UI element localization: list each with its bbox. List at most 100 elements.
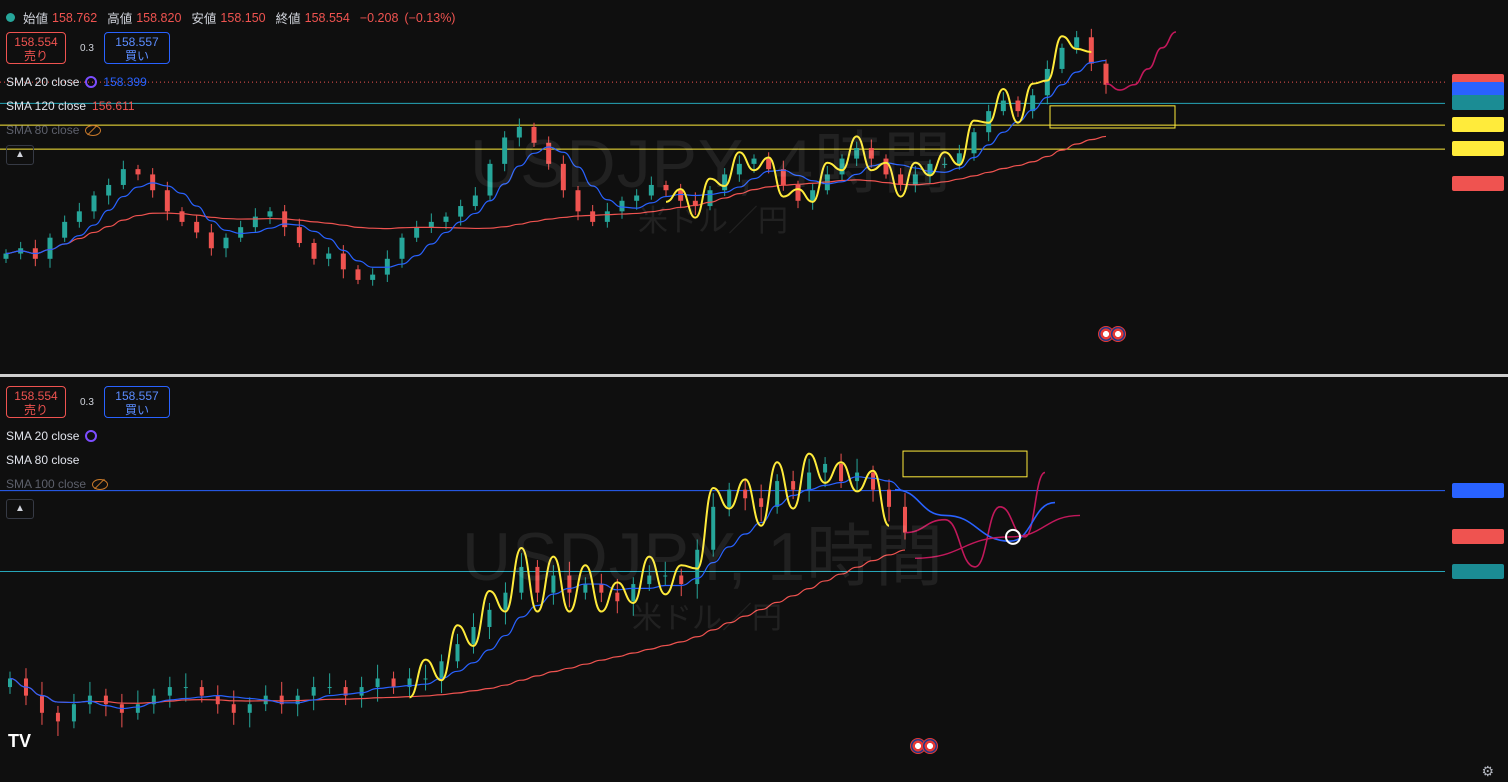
chevron-up-icon[interactable]: ▲: [6, 145, 34, 165]
indicator-sma120[interactable]: SMA 120 close 156.611: [6, 99, 135, 113]
wave-drawing[interactable]: [665, 35, 1092, 219]
low-value: 158.150: [220, 10, 266, 25]
candle: [183, 687, 188, 689]
chevron-up-icon[interactable]: ▲: [6, 499, 34, 519]
indicator-name: SMA 20 close: [6, 75, 80, 89]
candle: [807, 472, 812, 490]
spread-value: 0.3: [80, 397, 94, 408]
forecast-path-secondary[interactable]: [914, 514, 1081, 560]
forecast-path[interactable]: [1105, 31, 1177, 91]
buy-price: 158.557: [115, 35, 159, 49]
indicator-sma20[interactable]: SMA 20 close 158.399: [6, 75, 147, 89]
candle: [267, 211, 273, 217]
candle: [503, 592, 508, 610]
candle: [519, 566, 524, 593]
candle: [679, 575, 684, 585]
candle: [252, 216, 258, 228]
indicator-sma20[interactable]: SMA 20 close: [6, 429, 98, 443]
pane-divider[interactable]: [0, 374, 1508, 377]
candle: [62, 221, 68, 238]
sell-button[interactable]: 158.554 売り: [6, 32, 66, 64]
candle: [971, 132, 977, 154]
indicator-value: 158.399: [103, 75, 147, 89]
candle: [1088, 37, 1094, 64]
indicator-name: SMA 80 close: [6, 123, 80, 137]
candle: [167, 687, 172, 696]
buy-label: 買い: [124, 49, 149, 63]
target-circle[interactable]: [1005, 528, 1021, 545]
candle: [458, 206, 464, 217]
candle: [1059, 47, 1065, 69]
indicator-sma100[interactable]: SMA 100 close: [6, 477, 109, 491]
eye-off-icon[interactable]: [92, 478, 109, 490]
indicator-sma80[interactable]: SMA 80 close: [6, 123, 102, 137]
candle: [311, 242, 317, 259]
candle: [407, 678, 412, 688]
candle: [678, 190, 684, 201]
change-value: −0.208: [359, 10, 399, 25]
buy-button[interactable]: 158.557 買い: [104, 32, 170, 64]
chart-canvas-1h[interactable]: [0, 377, 1508, 782]
tradingview-logo[interactable]: TV: [8, 731, 32, 751]
gear-icon[interactable]: ⚙: [1481, 763, 1494, 779]
candle: [648, 184, 654, 196]
candle: [560, 163, 566, 191]
spread-value: 0.3: [80, 43, 94, 54]
candle: [791, 481, 796, 490]
chart-pane-1h[interactable]: USDJPY, 1時間 米ドル／円 158.554 売り 0.3 158.557…: [0, 377, 1508, 782]
candle: [567, 575, 572, 593]
candle: [1015, 100, 1021, 112]
candle: [604, 211, 610, 222]
us-flag-icon[interactable]: [1110, 326, 1126, 342]
market-status-icon: [6, 13, 15, 22]
candle: [986, 111, 992, 133]
sell-price: 158.554: [14, 389, 58, 403]
forecast-path-blue[interactable]: [894, 488, 1056, 542]
sell-button[interactable]: 158.554 売り: [6, 386, 66, 418]
candle: [428, 221, 434, 228]
candle: [370, 274, 376, 280]
candle: [55, 712, 60, 722]
forecast-path[interactable]: [904, 471, 1046, 568]
candle: [1000, 100, 1006, 112]
close-value: 158.554: [304, 10, 350, 25]
circle-icon[interactable]: [85, 430, 98, 442]
chart-canvas-4h[interactable]: [0, 0, 1508, 374]
rectangle-drawing[interactable]: [1049, 105, 1176, 129]
candle: [707, 190, 713, 207]
candle: [780, 169, 786, 185]
candle: [634, 195, 640, 201]
eye-off-icon[interactable]: [85, 124, 102, 136]
candle: [516, 126, 522, 138]
candle: [839, 463, 844, 482]
price-tag: [1452, 176, 1504, 192]
candle: [695, 549, 700, 585]
candle: [743, 489, 748, 499]
candle: [711, 506, 716, 550]
us-flag-icon[interactable]: [922, 738, 938, 754]
circle-icon[interactable]: [85, 76, 98, 88]
indicator-name: SMA 80 close: [6, 453, 80, 467]
candle: [71, 704, 76, 722]
sell-price: 158.554: [14, 35, 58, 49]
candle: [311, 687, 316, 696]
rectangle-drawing[interactable]: [902, 450, 1028, 478]
chart-pane-4h[interactable]: USDJPY, 4時間 米ドル／円 始値 158.762 高値 158.820 安値…: [0, 0, 1508, 374]
wave-drawing[interactable]: [409, 452, 890, 699]
candle: [179, 211, 185, 222]
candle: [663, 575, 668, 577]
candle: [722, 174, 728, 191]
open-value: 158.762: [52, 10, 98, 25]
sell-label: 売り: [23, 403, 48, 417]
buy-button[interactable]: 158.557 買い: [104, 386, 170, 418]
candle: [359, 687, 364, 696]
candle: [775, 481, 780, 507]
candle: [194, 221, 200, 233]
sma-slow-line: [5, 135, 1107, 255]
candle: [472, 195, 478, 207]
indicator-name: SMA 20 close: [6, 429, 80, 443]
candle: [1044, 68, 1050, 96]
candle: [927, 163, 933, 175]
candle: [455, 644, 460, 662]
indicator-sma80[interactable]: SMA 80 close: [6, 453, 79, 467]
